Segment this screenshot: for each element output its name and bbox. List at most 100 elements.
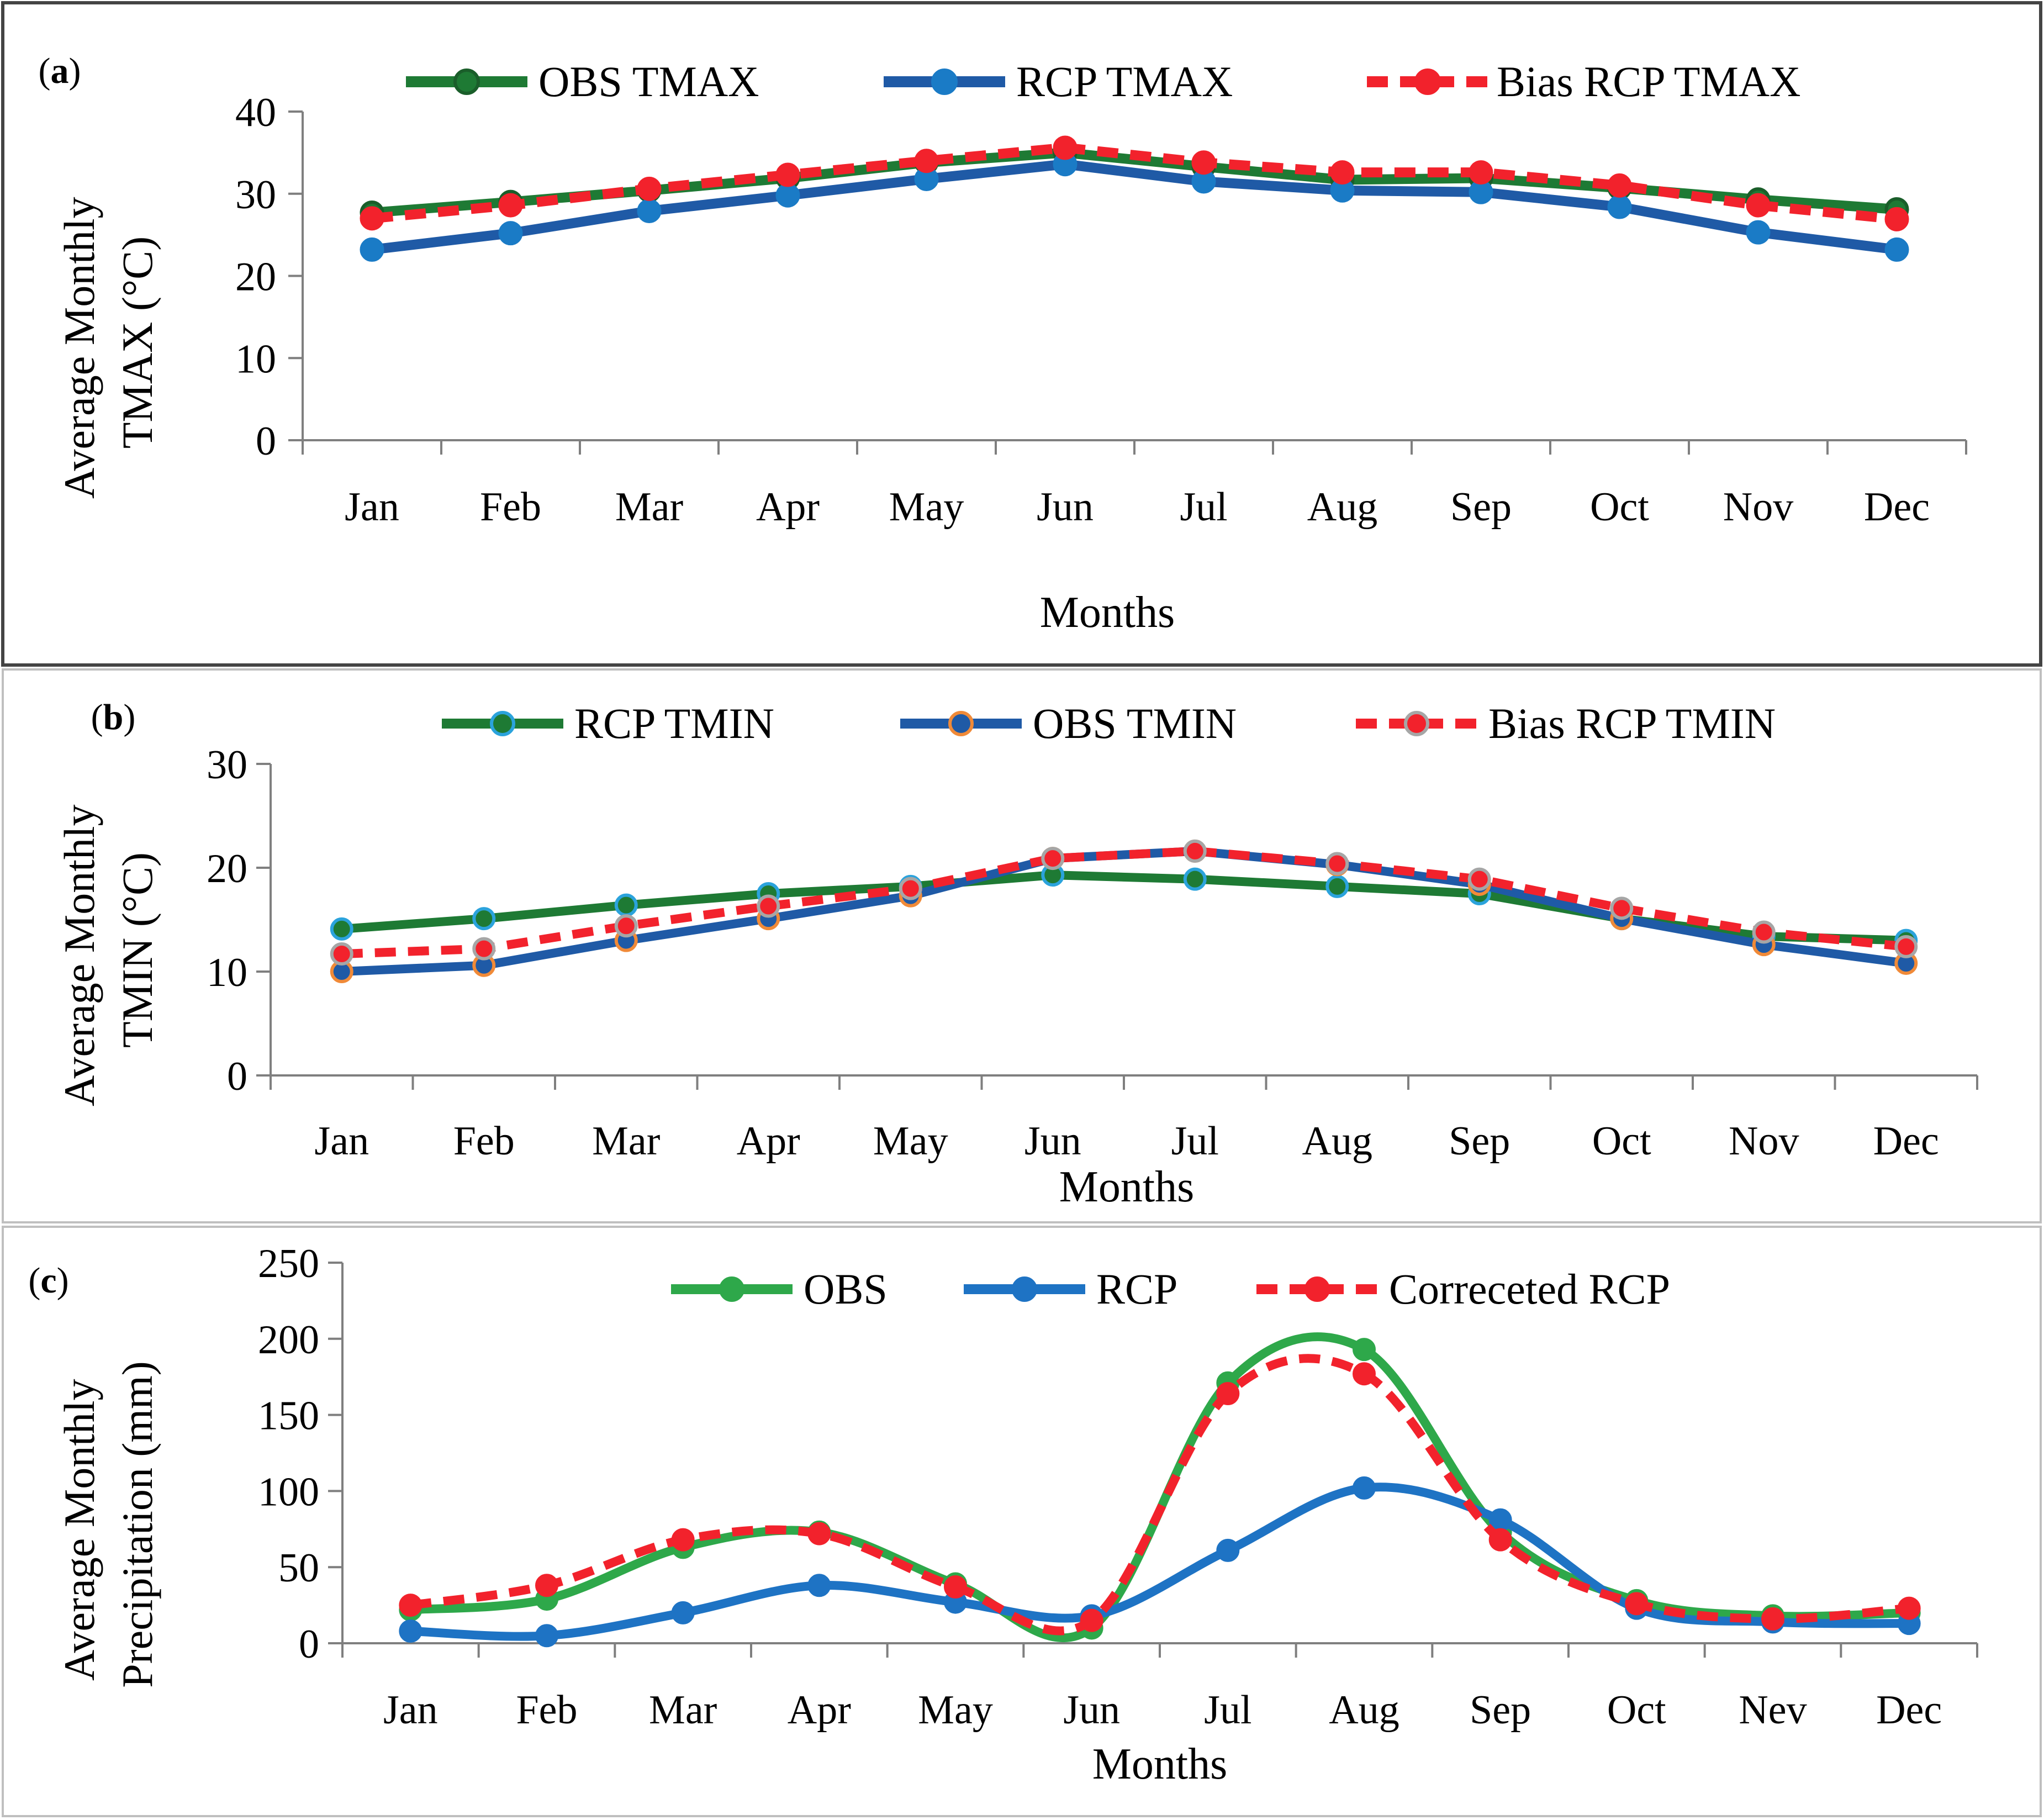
panel-b-label: (b)	[91, 697, 136, 737]
panel-b-x-tick-label: May	[873, 1119, 948, 1164]
panel-c-series-1-point	[535, 1624, 558, 1648]
panel-a-series-2-point	[1053, 135, 1078, 160]
panel-c-series-2-point	[1897, 1596, 1921, 1620]
panel-a-series-1-point	[637, 198, 662, 223]
panel-a-series-1-point	[498, 221, 523, 246]
panel-c-label: (c)	[28, 1260, 68, 1301]
panel-c-y-tick-label: 50	[278, 1545, 319, 1591]
panel-a-x-tick-label: Nov	[1723, 484, 1793, 530]
panel-c-series-2-point	[399, 1594, 422, 1617]
panel-c-y-tick-label: 100	[258, 1469, 319, 1515]
panel-c-legend-label-2: Correceted RCP	[1389, 1265, 1670, 1313]
panel-a-series-2-point	[1746, 193, 1771, 218]
panel-b-series-0-point	[472, 907, 496, 931]
panel-a-legend-marker-1	[931, 68, 958, 95]
panel-b-y-tick-label: 30	[207, 742, 247, 788]
panel-a-x-tick-label: Jul	[1180, 484, 1227, 530]
panel-a-x-tick-label: Sep	[1450, 484, 1512, 530]
panel-a-y-tick-label: 40	[235, 90, 276, 135]
panel-c-series-2-point	[1625, 1592, 1649, 1616]
panel-b-series-2-point	[757, 894, 780, 918]
panel-c-legend-label-1: RCP	[1096, 1265, 1177, 1313]
panel-a-series-1-point	[1469, 180, 1493, 204]
panel-c-x-tick-label: Mar	[649, 1687, 717, 1733]
panel-a-legend-label-1: RCP TMAX	[1016, 57, 1233, 105]
panel-a-x-tick-label: Jun	[1037, 484, 1094, 530]
panel-c-legend-label-0: OBS	[804, 1265, 888, 1313]
panel-b-series-2-point	[472, 937, 496, 961]
panel-b-series-line-2	[341, 846, 1907, 959]
panel-b-series-2-point	[330, 942, 353, 966]
panel-c-series-1-point	[1353, 1476, 1376, 1500]
panel-b-series-0-point	[1325, 874, 1349, 898]
panel-a-series-line-0	[367, 147, 1902, 218]
panel-c-x-tick-label: Jun	[1063, 1687, 1120, 1733]
panel-b-y-tick-label: 20	[207, 846, 247, 891]
panel-a-series-2-point	[1884, 207, 1909, 231]
panel-b-series-2-point	[1894, 935, 1918, 958]
panel-b-x-tick-label: Jun	[1024, 1119, 1081, 1164]
panel-a-series-2-point	[1191, 150, 1216, 175]
panel-c-legend-marker-2	[1304, 1276, 1330, 1302]
panel-b-legend-label-1: OBS TMIN	[1033, 699, 1237, 747]
panel-c-series-1-point	[399, 1619, 422, 1643]
panel-b-x-tick-label: Oct	[1592, 1119, 1651, 1164]
panel-b-series-2-point	[1183, 839, 1207, 863]
panel-a-legend-marker-0	[453, 68, 480, 95]
panel-a-frame	[1, 1, 2042, 667]
panel-c-series-1-point	[807, 1574, 831, 1597]
panel-a-x-tick-label: Feb	[480, 484, 541, 530]
panel-b-y-tick-label: 10	[207, 950, 247, 995]
panel-c-x-tick-label: Oct	[1607, 1687, 1666, 1733]
panel-a-series-2-point	[637, 176, 662, 201]
panel-c-series-2-point	[807, 1522, 831, 1545]
chart-marks: 0 10 20 30 40 Jan Feb Mar Apr May Jun Jul Aug Sep Oct N…	[207, 57, 1978, 1733]
panel-a-x-tick-label: May	[889, 484, 964, 530]
panel-c-x-tick-label: Aug	[1329, 1687, 1399, 1733]
panel-b-xlabel: Months	[1059, 1163, 1195, 1211]
panel-a-y-tick-label: 0	[256, 419, 276, 464]
panel-c-ylabel: Average Monthly Precipitation (mm)	[55, 1361, 161, 1687]
panel-c-legend-marker-0	[719, 1276, 744, 1302]
panel-c-y-tick-label: 150	[258, 1394, 319, 1439]
panel-c-x-tick-label: May	[918, 1687, 993, 1733]
panel-c-series-2-point	[1488, 1528, 1512, 1552]
panel-b-series-0-point	[330, 917, 353, 941]
panel-b-series-2-point	[1752, 920, 1776, 944]
panel-b-series-2-point	[614, 914, 638, 938]
panel-a-legend-marker-2	[1414, 68, 1441, 95]
panel-a-series-2-point	[914, 149, 939, 173]
panel-b-x-tick-label: Dec	[1873, 1119, 1939, 1164]
panel-a-xlabel: Months	[1040, 588, 1175, 637]
panel-c-series-2-point	[944, 1575, 967, 1599]
panel-a-x-tick-label: Jan	[345, 484, 399, 530]
panel-a-series-1-point	[1607, 194, 1632, 219]
panel-c-legend-marker-1	[1012, 1276, 1037, 1302]
panel-b-series-2-point	[1325, 852, 1349, 875]
panel-c-x-tick-label: Dec	[1876, 1687, 1942, 1733]
panel-c-series-2-point	[1761, 1607, 1784, 1631]
panel-a-y-tick-label: 10	[235, 336, 276, 382]
panel-a-series-1-point	[360, 237, 384, 262]
panel-c-y-tick-label: 200	[258, 1317, 319, 1363]
panel-b-legend-marker-1	[948, 711, 974, 736]
panel-b-x-tick-label: Feb	[453, 1119, 515, 1164]
panel-b-series-2-point	[899, 877, 922, 900]
panel-b-x-tick-label: Apr	[737, 1119, 800, 1164]
panel-b-x-tick-label: Mar	[592, 1119, 660, 1164]
panel-c-x-tick-label: Feb	[516, 1687, 578, 1733]
panel-b-legend-label-2: Bias RCP TMIN	[1488, 699, 1776, 747]
panel-a-x-tick-label: Apr	[756, 484, 820, 530]
panel-b-legend-marker-0	[490, 711, 515, 736]
panel-c-x-tick-label: Jul	[1204, 1687, 1251, 1733]
panel-c-x-tick-label: Nev	[1739, 1687, 1807, 1733]
panel-a-y-tick-label: 30	[235, 172, 276, 218]
panel-c-series-1-point	[1216, 1538, 1240, 1562]
panel-a-series-2-point	[1469, 160, 1493, 185]
panel-b-legend-label-0: RCP TMIN	[574, 699, 774, 747]
panel-a-legend-label-0: OBS TMAX	[538, 57, 759, 105]
panel-b-x-tick-label: Aug	[1302, 1119, 1372, 1164]
panel-b-x-tick-label: Jul	[1171, 1119, 1219, 1164]
panel-c-x-tick-label: Sep	[1470, 1687, 1531, 1733]
